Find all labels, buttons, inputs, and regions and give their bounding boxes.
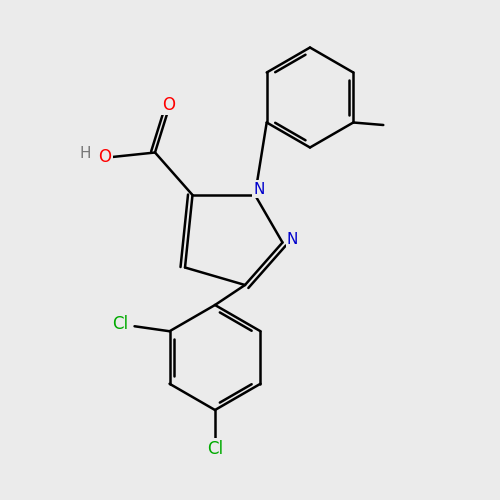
- Text: H: H: [79, 146, 91, 161]
- Text: O: O: [162, 96, 175, 114]
- Text: Cl: Cl: [112, 315, 128, 333]
- Text: N: N: [254, 182, 264, 196]
- Text: N: N: [287, 232, 298, 248]
- Text: Cl: Cl: [207, 440, 223, 458]
- Text: O: O: [98, 148, 112, 166]
